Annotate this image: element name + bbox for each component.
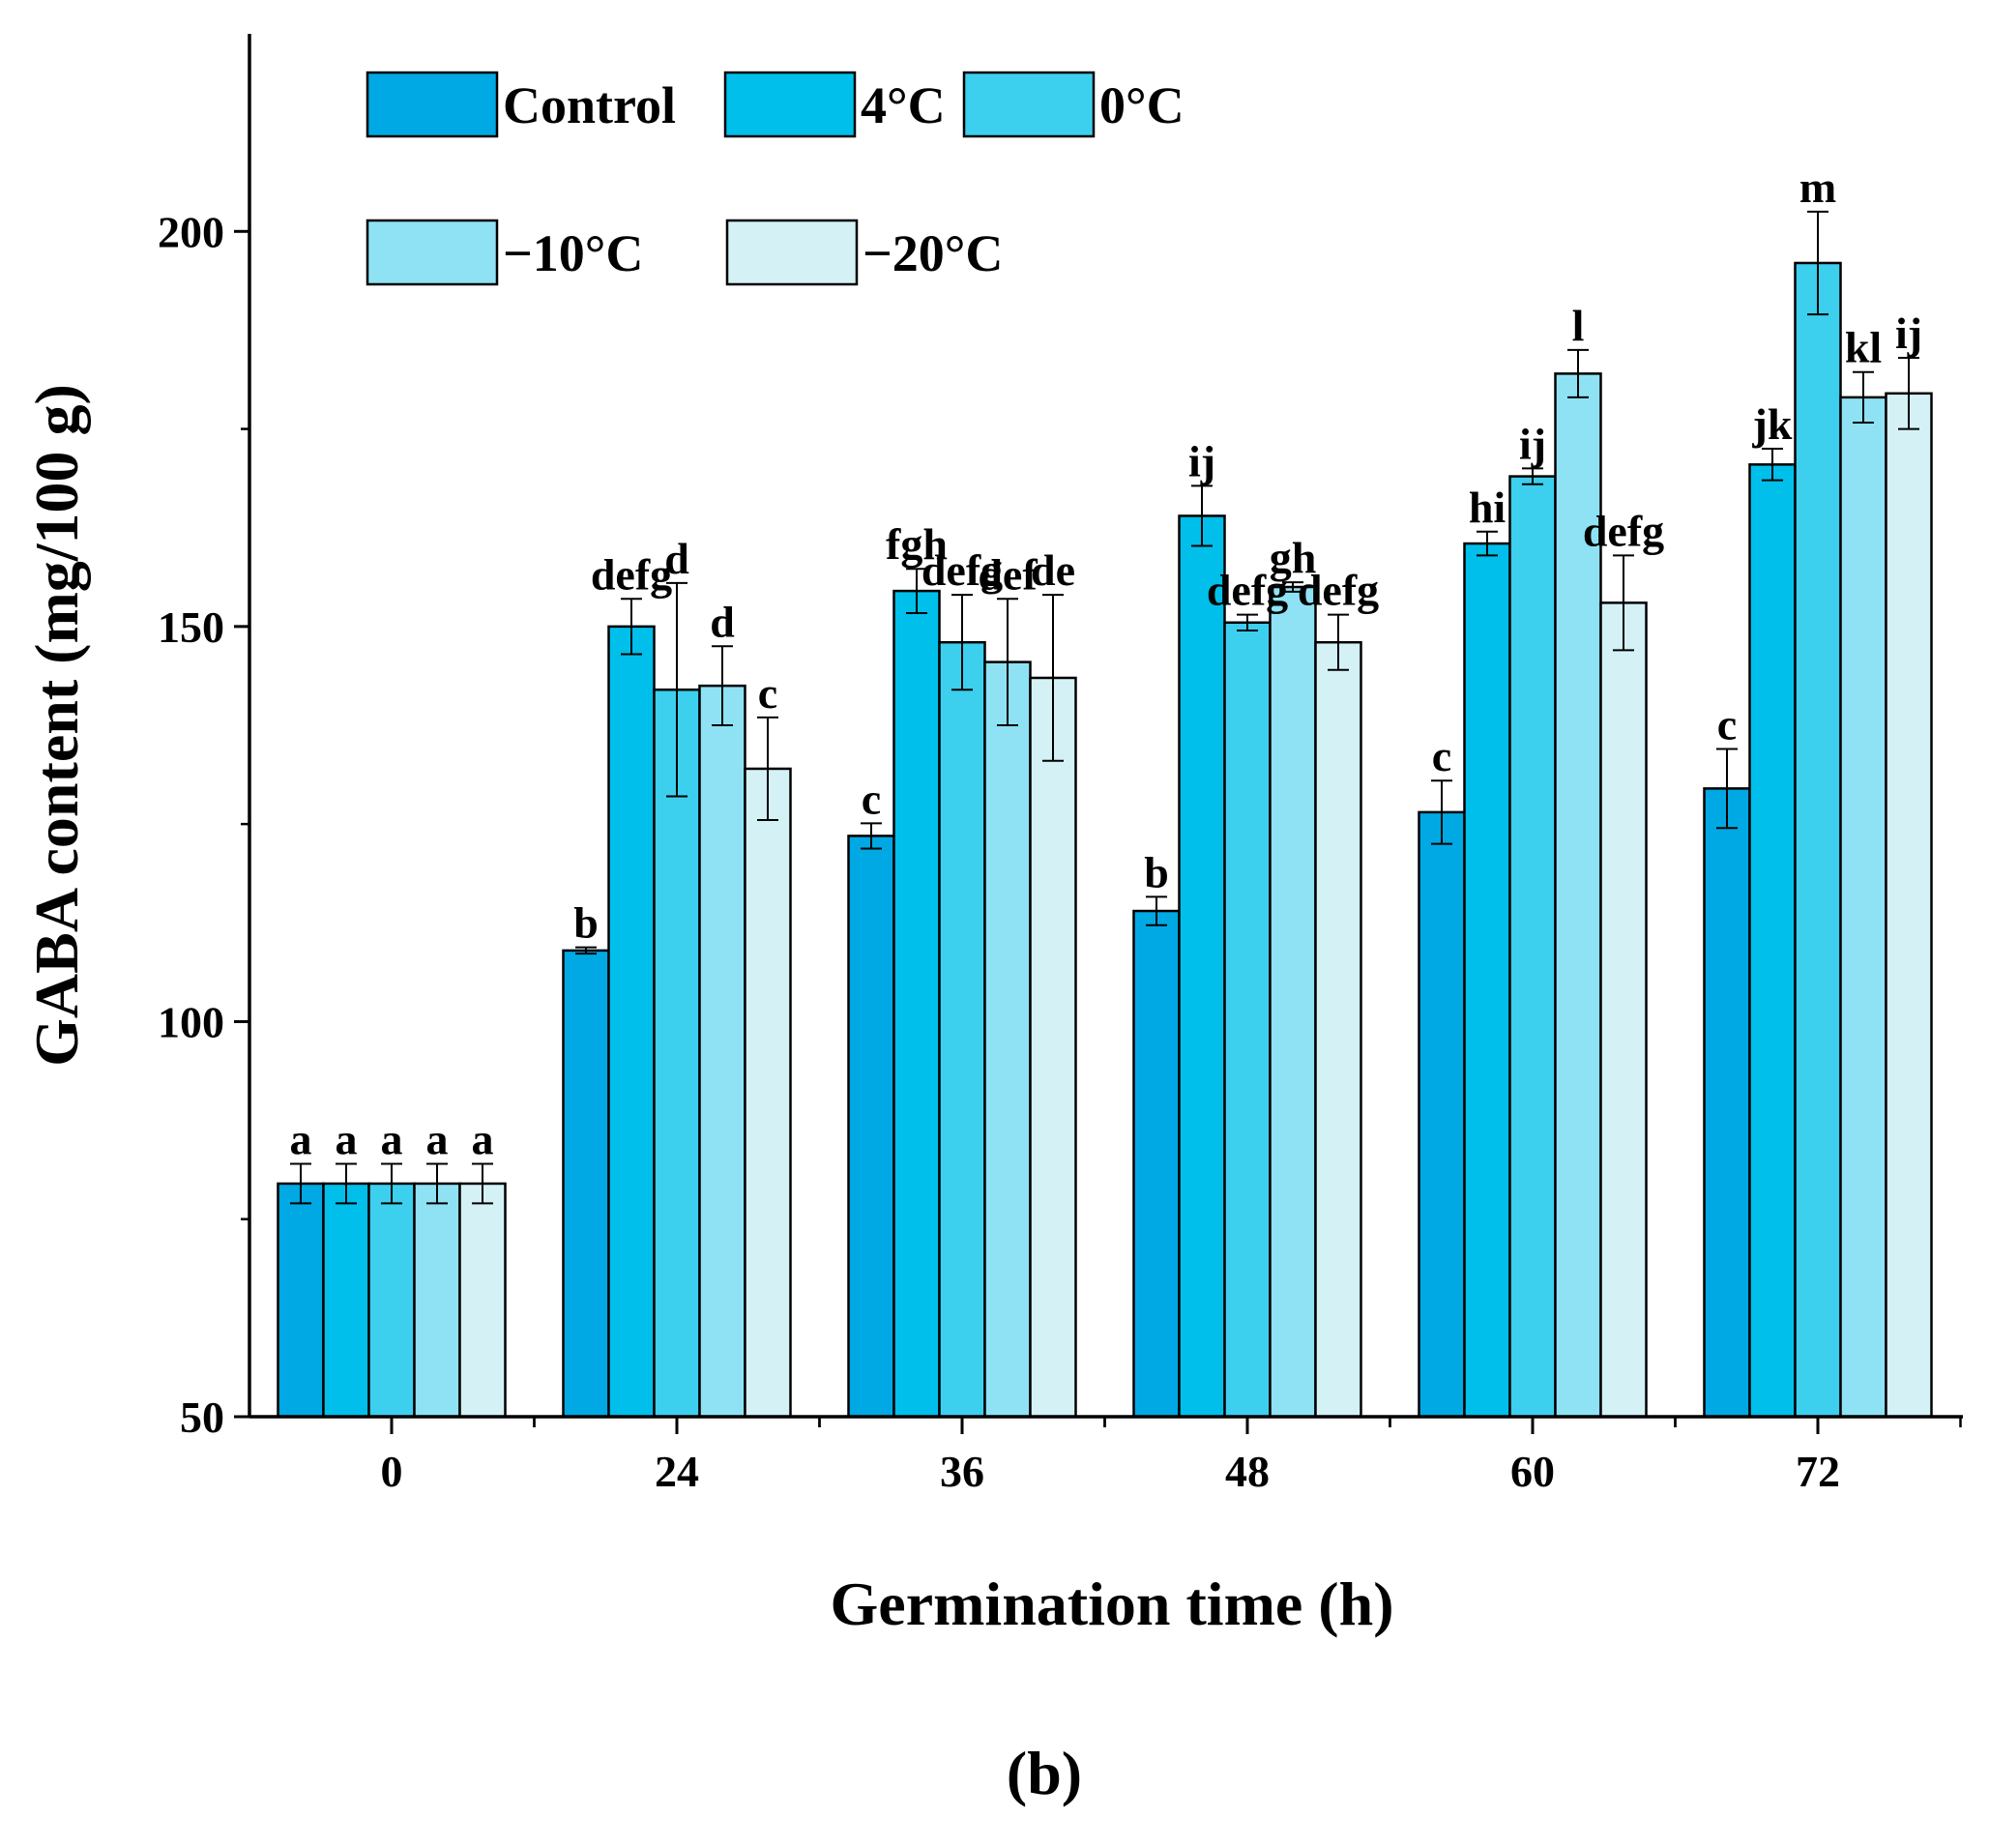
bar xyxy=(458,1182,507,1419)
bar xyxy=(847,835,895,1419)
significance-label: a xyxy=(472,1115,494,1164)
bar xyxy=(1599,601,1648,1419)
legend-swatch xyxy=(366,71,499,138)
y-tick-label: 50 xyxy=(180,1393,224,1442)
bar xyxy=(1885,392,1933,1419)
legend-swatch xyxy=(366,219,499,286)
bar xyxy=(277,1182,325,1419)
bars-layer xyxy=(277,261,1933,1419)
significance-label: defg xyxy=(921,545,1003,595)
significance-label: d xyxy=(664,534,689,583)
x-axis-title: Germination time (h) xyxy=(831,1569,1394,1638)
bar xyxy=(1508,475,1557,1419)
y-tick-label: 100 xyxy=(158,997,224,1046)
bar xyxy=(367,1182,416,1419)
legend-label: −20°C xyxy=(863,224,1003,282)
bar xyxy=(1554,372,1602,1419)
bar xyxy=(653,688,701,1419)
bar xyxy=(1703,787,1751,1419)
significance-label: ij xyxy=(1895,308,1922,358)
significance-label: m xyxy=(1799,162,1836,212)
bar xyxy=(1178,514,1226,1419)
legend-label: Control xyxy=(503,76,676,134)
significance-label: c xyxy=(1717,700,1737,749)
significance-label: defg xyxy=(1207,566,1288,615)
significance-label: a xyxy=(426,1115,449,1164)
bar xyxy=(1794,261,1842,1419)
bar xyxy=(983,660,1032,1419)
significance-label: a xyxy=(336,1115,358,1164)
bar xyxy=(1132,909,1181,1419)
legend-label: −10°C xyxy=(503,224,643,282)
bar xyxy=(1314,640,1362,1419)
bar xyxy=(1418,810,1466,1419)
significance-label: c xyxy=(862,774,881,823)
bar xyxy=(1223,621,1272,1419)
legend-swatch xyxy=(725,219,859,286)
legend-swatch xyxy=(723,71,857,138)
significance-label: c xyxy=(1432,731,1451,780)
significance-label: b xyxy=(1144,847,1169,896)
significance-label: defg xyxy=(591,549,672,599)
significance-label: c xyxy=(758,668,777,718)
bar xyxy=(698,684,746,1419)
significance-label: l xyxy=(1572,301,1585,350)
significance-label: ij xyxy=(1519,419,1546,468)
x-tick-label: 0 xyxy=(381,1447,403,1496)
panel-label: (b) xyxy=(1007,1739,1082,1807)
significance-label: hi xyxy=(1469,483,1506,532)
legend-swatch xyxy=(962,71,1096,138)
significance-label: a xyxy=(290,1115,312,1164)
bar xyxy=(322,1182,370,1419)
bar xyxy=(1463,542,1511,1419)
significance-label: fgh xyxy=(886,519,948,569)
x-tick-label: 48 xyxy=(1225,1447,1270,1496)
legend-label: 0°C xyxy=(1099,76,1185,134)
bar xyxy=(607,625,656,1419)
bar xyxy=(1748,463,1797,1419)
error-bars-layer xyxy=(290,210,1919,1205)
y-tick-label: 150 xyxy=(158,602,224,652)
significance-label: defg xyxy=(1298,566,1379,615)
y-axis-title: GABA content (mg/100 g) xyxy=(22,384,91,1067)
significance-label: jk xyxy=(1752,399,1793,449)
x-tick-label: 36 xyxy=(940,1447,984,1496)
significance-label: de xyxy=(1031,545,1075,595)
significance-label: gh xyxy=(1270,533,1317,582)
y-tick-label: 200 xyxy=(158,207,224,256)
significance-label: def xyxy=(978,549,1038,599)
bar xyxy=(1029,676,1077,1419)
significance-label: d xyxy=(710,597,735,646)
significance-label: ij xyxy=(1188,436,1215,485)
bar xyxy=(1839,396,1887,1419)
x-tick-label: 24 xyxy=(655,1447,699,1496)
bar xyxy=(892,589,941,1419)
significance-label: b xyxy=(573,898,599,948)
legend-label: 4°C xyxy=(861,76,946,134)
bar xyxy=(413,1182,461,1419)
bar xyxy=(562,949,610,1419)
significance-label: kl xyxy=(1845,323,1882,372)
legend: Control 4°C 0°C −10°C −20°C xyxy=(366,71,1185,286)
bar xyxy=(938,640,986,1419)
x-tick-label: 60 xyxy=(1510,1447,1555,1496)
bar xyxy=(1269,585,1317,1419)
x-tick-label: 72 xyxy=(1796,1447,1840,1496)
axes-layer: 50 100 150 200 0 24 36 48 60 72 xyxy=(158,34,1963,1496)
significance-label: defg xyxy=(1583,506,1664,555)
bar xyxy=(744,767,792,1419)
significance-label: a xyxy=(381,1115,403,1164)
